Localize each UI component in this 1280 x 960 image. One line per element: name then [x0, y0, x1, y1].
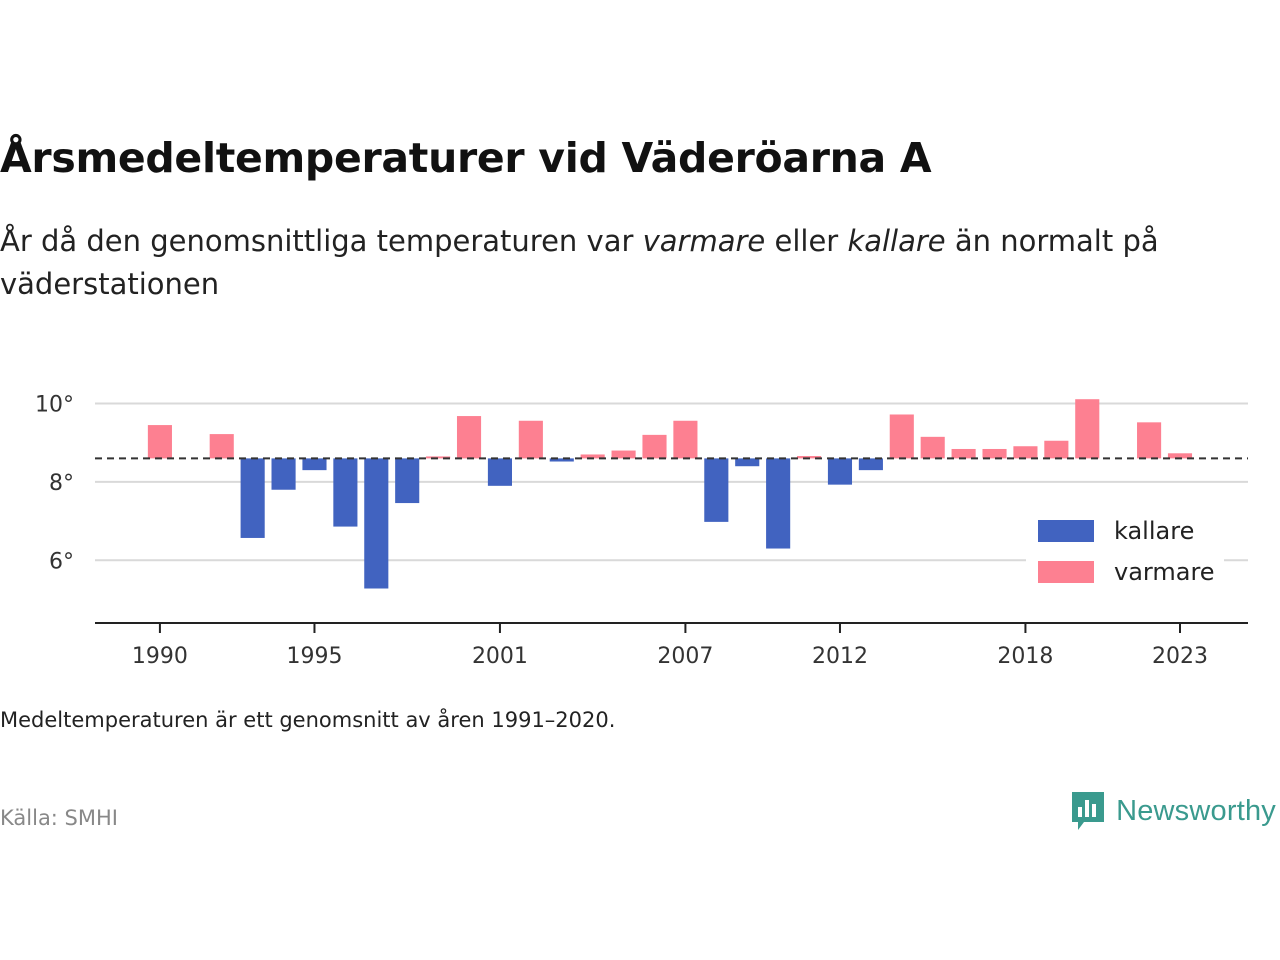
- y-tick-label: 10°: [35, 393, 74, 418]
- bar-warm: [611, 450, 636, 459]
- bar-cold: [302, 458, 327, 471]
- bar-warm: [426, 456, 451, 459]
- source-text: Källa: SMHI: [0, 806, 118, 830]
- newsworthy-logo-icon: [1072, 792, 1105, 830]
- chart-title: Årsmedeltemperaturer vid Väderöarna A: [0, 134, 932, 182]
- bar-cold: [487, 458, 512, 486]
- x-tick-label: 2007: [657, 644, 713, 669]
- bar-cold: [364, 458, 389, 589]
- bar-warm: [1137, 422, 1162, 459]
- bar-cold: [766, 458, 791, 549]
- subtitle-text-2: eller: [765, 224, 848, 258]
- bar-warm: [518, 420, 543, 459]
- subtitle-text-1: År då den genomsnittliga temperaturen va…: [0, 224, 643, 258]
- bar-cold: [240, 458, 265, 538]
- subtitle-warm-word: varmare: [642, 224, 766, 258]
- temperature-bar-chart: 6° 8° 10° 1990 1995 2001 2007 2012 2018 2023 kall…: [35, 393, 1248, 669]
- bar-warm: [209, 434, 234, 459]
- axes: 6° 8° 10° 1990 1995 2001 2007 2012 2018 2023: [35, 393, 1248, 669]
- bar-warm: [147, 425, 172, 459]
- brand-name: Newsworthy: [1116, 794, 1276, 827]
- bar-cold: [827, 458, 853, 485]
- y-tick-label: 6°: [49, 549, 74, 574]
- bar-cold: [858, 458, 883, 471]
- bar-warm: [982, 448, 1007, 459]
- bar-warm: [1044, 440, 1069, 459]
- bar-warm: [951, 448, 976, 459]
- bar-warm: [1075, 399, 1100, 459]
- x-tick-label: 1990: [132, 644, 188, 669]
- subtitle-cold-word: kallare: [847, 224, 946, 258]
- bar-warm: [920, 436, 945, 459]
- x-tick-label: 2023: [1152, 644, 1208, 669]
- footnote: Medeltemperaturen är ett genomsnitt av å…: [0, 708, 616, 732]
- legend-label-varmare: varmare: [1114, 558, 1215, 586]
- legend: kallare varmare: [1026, 512, 1224, 598]
- bar-warm: [797, 456, 822, 459]
- bar-cold: [271, 458, 296, 490]
- x-tick-label: 2012: [812, 644, 868, 669]
- y-tick-label: 8°: [49, 471, 74, 496]
- bar-cold: [735, 458, 760, 467]
- x-tick-label: 1995: [286, 644, 342, 669]
- bars: [147, 399, 1193, 589]
- legend-swatch-kallare: [1038, 520, 1094, 542]
- legend-label-kallare: kallare: [1114, 517, 1194, 545]
- x-tick-label: 2001: [472, 644, 528, 669]
- bar-cold: [704, 458, 729, 522]
- x-tick-label: 2018: [997, 644, 1053, 669]
- bar-cold: [549, 458, 574, 462]
- bar-warm: [642, 434, 667, 459]
- bar-warm: [580, 454, 605, 459]
- brand-logo: Newsworthy: [1070, 790, 1276, 832]
- bar-warm: [1013, 446, 1038, 459]
- bar-warm: [673, 420, 698, 459]
- bar-cold: [333, 458, 358, 527]
- legend-swatch-varmare: [1038, 561, 1094, 583]
- subtitle-text-3: än normalt på väderstationen: [0, 224, 1159, 301]
- bar-cold: [395, 458, 420, 504]
- bar-warm: [456, 416, 482, 459]
- bar-warm: [889, 414, 914, 459]
- chart-subtitle: År då den genomsnittliga temperaturen va…: [0, 220, 1270, 306]
- bar-warm: [1167, 453, 1193, 459]
